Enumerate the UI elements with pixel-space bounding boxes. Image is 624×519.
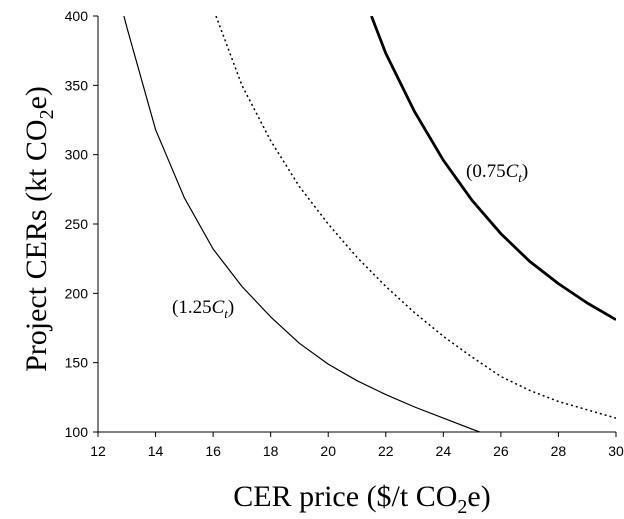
series-line-3 [370, 16, 616, 321]
x-tick-label: 26 [493, 443, 509, 459]
y-axis-title: Project CERs (kt CO2e) [20, 86, 58, 372]
y-tick-label: 400 [65, 8, 89, 24]
x-axis-title: CER price ($/t CO2e) [233, 480, 490, 518]
y-tick-label: 350 [65, 77, 89, 93]
x-tick-label: 14 [148, 443, 164, 459]
y-tick-label: 250 [65, 216, 89, 232]
x-tick-label: 12 [90, 443, 106, 459]
series-label-1: (1.25Ct) [172, 297, 234, 321]
x-tick-label: 28 [551, 443, 567, 459]
x-tick-label: 22 [378, 443, 394, 459]
series-label-3: (0.75Ct) [466, 161, 528, 185]
x-tick-label: 30 [608, 443, 624, 459]
y-tick-label: 300 [65, 147, 89, 163]
x-tick-label: 16 [205, 443, 221, 459]
labels: 12 14 16 18 20 22 24 26 28 30 100 150 200 250 300 350 40… [20, 8, 624, 518]
x-tick-label: 18 [263, 443, 279, 459]
y-tick-label: 100 [65, 424, 89, 440]
axes [93, 15, 617, 437]
series-line-1 [123, 16, 482, 432]
series-line-2 [215, 16, 616, 419]
y-tick-label: 200 [65, 285, 89, 301]
x-tick-label: 24 [436, 443, 452, 459]
plot-area [123, 16, 616, 432]
x-tick-label: 20 [320, 443, 336, 459]
y-tick-label: 150 [65, 355, 89, 371]
